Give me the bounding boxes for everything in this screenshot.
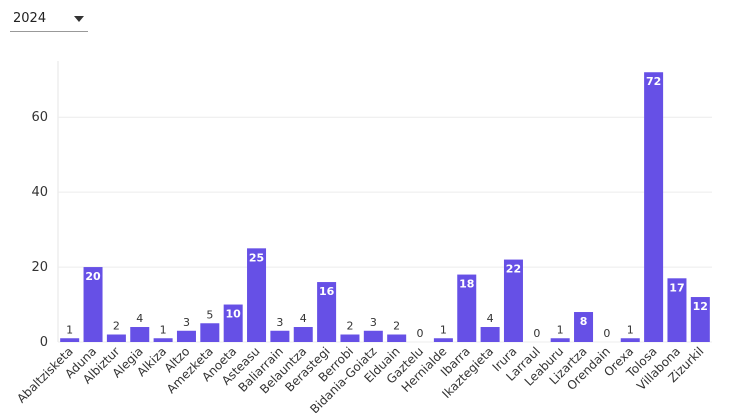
data-label: 1: [66, 323, 73, 336]
bar: [317, 282, 337, 342]
bar: [363, 330, 383, 342]
data-label: 4: [487, 312, 494, 325]
bar: [457, 274, 477, 342]
data-label: 22: [506, 263, 521, 276]
bar: [130, 327, 150, 342]
bar: [690, 297, 710, 342]
data-label: 10: [226, 308, 242, 321]
bar: [60, 338, 80, 342]
data-label: 0: [417, 327, 424, 340]
data-label: 1: [160, 323, 167, 336]
bar: [247, 248, 267, 342]
data-label: 3: [183, 316, 190, 329]
data-label: 17: [669, 281, 684, 294]
y-tick-label: 20: [31, 260, 48, 275]
data-label: 0: [533, 327, 540, 340]
dropdown-arrow: [74, 16, 84, 22]
bar: [387, 334, 407, 342]
y-tick-label: 60: [31, 110, 48, 125]
bar: [176, 330, 196, 342]
bar: [433, 338, 453, 342]
bar: [340, 334, 360, 342]
data-label: 1: [627, 323, 634, 336]
data-label: 8: [580, 315, 588, 328]
bar: [667, 278, 687, 342]
bar: [550, 338, 570, 342]
bar: [106, 334, 126, 342]
data-label: 16: [319, 285, 335, 298]
year-dropdown[interactable]: 2024: [10, 6, 88, 32]
bar: [83, 267, 103, 342]
data-label: 3: [276, 316, 283, 329]
bar: [270, 330, 290, 342]
bar: [644, 72, 664, 343]
data-label: 4: [300, 312, 307, 325]
data-label: 2: [113, 320, 120, 333]
bar: [574, 312, 594, 342]
data-label: 1: [557, 323, 564, 336]
data-label: 2: [393, 320, 400, 333]
bar: [200, 323, 220, 342]
data-label: 20: [85, 270, 101, 283]
data-label: 4: [136, 312, 143, 325]
data-label: 0: [603, 327, 610, 340]
data-label: 5: [206, 308, 213, 321]
data-label: 12: [693, 300, 708, 313]
bar: [480, 327, 500, 342]
y-tick-label: 0: [40, 335, 48, 350]
bar: [223, 304, 243, 342]
bar: [503, 259, 523, 342]
bar: [620, 338, 640, 342]
data-label: 72: [646, 75, 661, 88]
dropdown-value: 2024: [13, 11, 47, 26]
data-label: 18: [459, 278, 474, 291]
data-label: 1: [440, 323, 447, 336]
bar: [153, 338, 173, 342]
y-tick-label: 40: [31, 185, 48, 200]
data-label: 2: [346, 320, 353, 333]
data-label: 25: [249, 251, 264, 264]
bar: [293, 327, 313, 342]
data-label: 3: [370, 316, 377, 329]
